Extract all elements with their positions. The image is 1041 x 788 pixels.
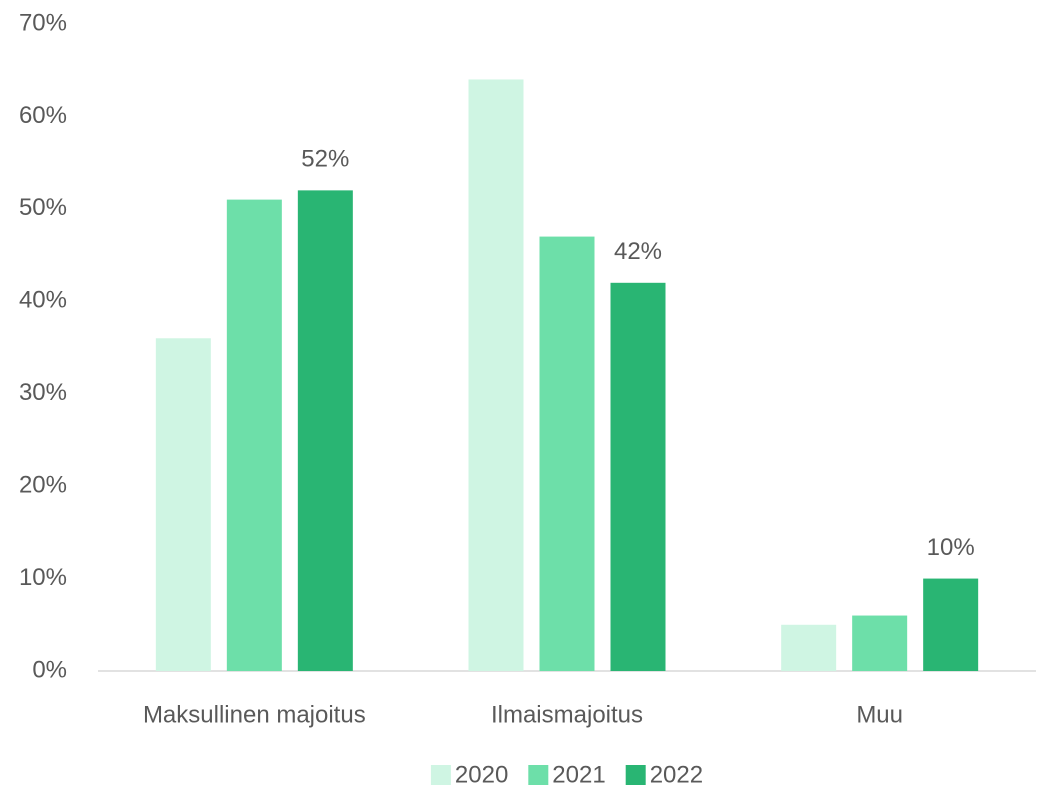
bar <box>226 199 282 671</box>
y-tick-label: 10% <box>19 564 67 591</box>
legend-swatch <box>625 765 646 785</box>
x-tick-label: Muu <box>856 701 903 728</box>
value-label: 52% <box>301 146 349 173</box>
legend-label: 2022 <box>650 761 703 788</box>
bar <box>297 190 353 671</box>
legend-label: 2020 <box>455 761 508 788</box>
y-tick-label: 0% <box>32 656 67 683</box>
x-tick-label: Maksullinen majoitus <box>143 701 366 728</box>
bar <box>923 578 979 671</box>
legend-swatch <box>528 765 549 785</box>
y-tick-label: 30% <box>19 379 67 406</box>
bar <box>468 79 524 671</box>
legend-swatch <box>430 765 451 785</box>
y-tick-label: 70% <box>19 9 67 36</box>
value-label: 42% <box>614 238 662 265</box>
bar <box>610 282 666 671</box>
y-tick-label: 40% <box>19 287 67 314</box>
legend-label: 2021 <box>552 761 605 788</box>
y-tick-label: 50% <box>19 194 67 221</box>
bar <box>155 338 211 671</box>
value-label: 10% <box>927 534 975 561</box>
bar <box>781 624 837 671</box>
x-tick-label: Ilmaismajoitus <box>491 701 643 728</box>
bar <box>539 236 595 672</box>
bar <box>852 615 908 671</box>
y-tick-label: 60% <box>19 102 67 129</box>
y-tick-label: 20% <box>19 471 67 498</box>
